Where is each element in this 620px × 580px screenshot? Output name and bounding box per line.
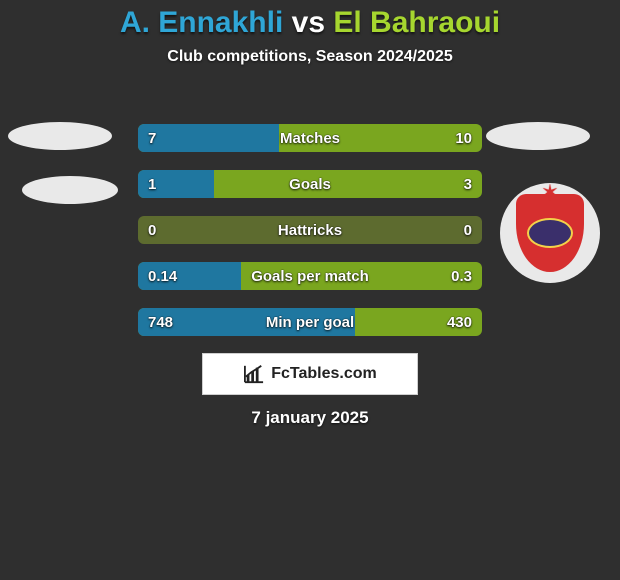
stat-row: 710Matches (138, 124, 482, 152)
left-club-placeholder-2 (22, 176, 118, 204)
badge-shield: ✶ (516, 194, 584, 272)
stat-row: 0.140.3Goals per match (138, 262, 482, 290)
source-text: FcTables.com (271, 365, 377, 383)
bar-label: Goals (138, 170, 482, 198)
comparison-bars: 710Matches 13Goals 00Hattricks 0.140.3Goals… (138, 124, 482, 354)
badge-background: ✶ (500, 183, 600, 283)
bar-label: Goals per match (138, 262, 482, 290)
title-player-left: A. Ennakhli (120, 6, 292, 39)
title-player-right: El Bahraoui (333, 6, 500, 39)
subtitle: Club competitions, Season 2024/2025 (0, 48, 620, 66)
title-vs: vs (292, 6, 334, 39)
bar-label: Matches (138, 124, 482, 152)
bar-label: Hattricks (138, 216, 482, 244)
page-title: A. Ennakhli vs El Bahraoui (0, 0, 620, 40)
badge-star-icon: ✶ (541, 180, 559, 206)
bar-label: Min per goal (138, 308, 482, 336)
stat-row: 13Goals (138, 170, 482, 198)
left-club-placeholder-1 (8, 122, 112, 150)
right-club-badge: ✶ (500, 178, 600, 288)
chart-icon (243, 364, 265, 384)
badge-oval (527, 218, 573, 248)
stat-row: 748430Min per goal (138, 308, 482, 336)
date-label: 7 january 2025 (0, 408, 620, 428)
stat-row: 00Hattricks (138, 216, 482, 244)
source-attribution: FcTables.com (202, 353, 418, 395)
right-club-placeholder (486, 122, 590, 150)
